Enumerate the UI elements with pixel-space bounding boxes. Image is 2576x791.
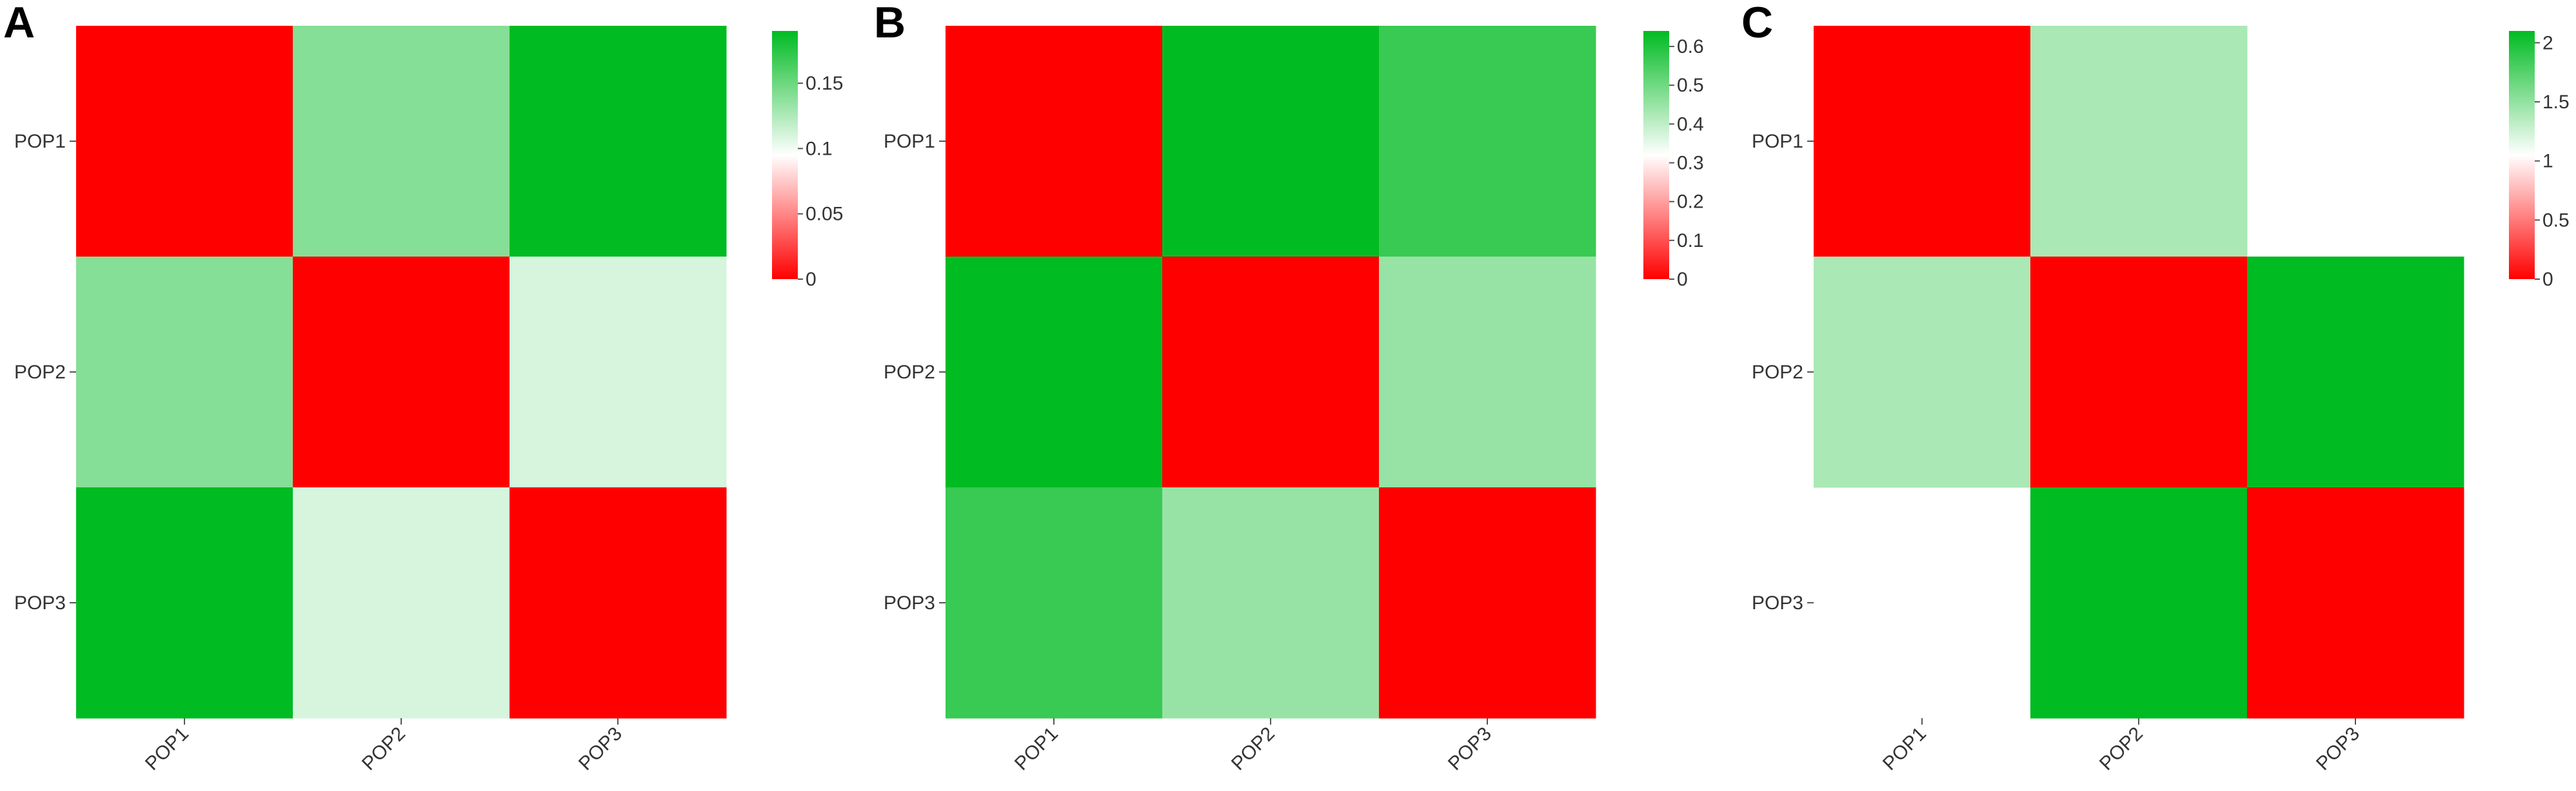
colorbar-tick-label: 0.1 bbox=[806, 138, 833, 159]
column-label: POP2 bbox=[1227, 723, 1279, 775]
heatmap-cell bbox=[293, 257, 510, 488]
heatmap-cell bbox=[1814, 257, 2031, 488]
row-label: POP3 bbox=[884, 592, 935, 614]
colorbar-tick-label: 0 bbox=[2542, 269, 2553, 290]
colorbar bbox=[772, 31, 798, 279]
heatmap-cell bbox=[76, 26, 293, 257]
heatmap-cell bbox=[1162, 26, 1380, 257]
heatmap-cell bbox=[293, 487, 510, 719]
colorbar-tick-label: 0.4 bbox=[1677, 113, 1704, 135]
column-label: POP3 bbox=[575, 723, 626, 775]
column-label: POP3 bbox=[2312, 723, 2364, 775]
row-label: POP3 bbox=[1752, 592, 1803, 614]
heatmap-panel-a: A POP1 POP2 POP3 POP1 POP2 POP3 0 0.05 0.1 0.15 bbox=[3, 0, 843, 775]
heatmap-cell bbox=[510, 26, 727, 257]
row-label: POP1 bbox=[884, 131, 935, 152]
colorbar-tick-label: 0.1 bbox=[1677, 230, 1704, 251]
heatmap-cell bbox=[946, 487, 1163, 719]
colorbar bbox=[1643, 31, 1669, 279]
panel-label: C bbox=[1741, 0, 1773, 47]
panel-label: B bbox=[874, 0, 906, 47]
colorbar-tick-label: 0 bbox=[1677, 269, 1688, 290]
colorbar-tick-label: 0.5 bbox=[2542, 210, 2570, 231]
heatmap-panel-c: C POP1 POP2 POP3 POP1 POP2 POP3 0 0.5 1 1.5 2 bbox=[1741, 0, 2570, 775]
colorbar-tick-label: 0.15 bbox=[806, 73, 843, 94]
colorbar-tick-label: 0 bbox=[806, 269, 817, 290]
row-label: POP1 bbox=[14, 131, 66, 152]
heatmap-cell bbox=[510, 257, 727, 488]
panel-label: A bbox=[3, 0, 35, 47]
heatmap-cell bbox=[1814, 26, 2031, 257]
heatmap-cell bbox=[2030, 26, 2248, 257]
heatmap-cell bbox=[1379, 257, 1596, 488]
column-label: POP1 bbox=[141, 723, 193, 775]
heatmap-panel-b: B POP1 POP2 POP3 POP1 POP2 POP3 0 0.1 0.2 0.3 0.4 0.… bbox=[874, 0, 1704, 775]
heatmap-cell bbox=[2247, 257, 2464, 488]
column-label: POP2 bbox=[358, 723, 410, 775]
heatmap-cell bbox=[510, 487, 727, 719]
row-label: POP3 bbox=[14, 592, 66, 614]
colorbar bbox=[2509, 31, 2535, 279]
colorbar-tick-label: 2 bbox=[2542, 32, 2553, 54]
heatmap-cell bbox=[293, 26, 510, 257]
heatmap-cell bbox=[2247, 487, 2464, 719]
colorbar-tick-label: 0.3 bbox=[1677, 153, 1704, 174]
heatmap-cell bbox=[1379, 26, 1596, 257]
colorbar-tick-label: 0.5 bbox=[1677, 75, 1704, 96]
heatmap-cell bbox=[1162, 257, 1380, 488]
row-label: POP2 bbox=[1752, 362, 1803, 383]
heatmap-cell bbox=[1162, 487, 1380, 719]
heatmap-cell bbox=[946, 257, 1163, 488]
column-label: POP1 bbox=[1879, 723, 1930, 775]
heatmap-cell bbox=[76, 487, 293, 719]
heatmap-cell bbox=[2030, 257, 2248, 488]
colorbar-tick-label: 0.6 bbox=[1677, 36, 1704, 57]
row-label: POP2 bbox=[14, 362, 66, 383]
row-label: POP2 bbox=[884, 362, 935, 383]
column-label: POP1 bbox=[1011, 723, 1062, 775]
colorbar-tick-label: 0.2 bbox=[1677, 191, 1704, 213]
column-label: POP2 bbox=[2095, 723, 2147, 775]
colorbar-tick-label: 0.05 bbox=[806, 204, 843, 225]
heatmap-cell bbox=[1379, 487, 1596, 719]
colorbar-tick-label: 1 bbox=[2542, 151, 2553, 172]
column-label: POP3 bbox=[1444, 723, 1496, 775]
heatmap-cell bbox=[946, 26, 1163, 257]
colorbar-tick-label: 1.5 bbox=[2542, 92, 2570, 113]
heatmap-cell bbox=[76, 257, 293, 488]
row-label: POP1 bbox=[1752, 131, 1803, 152]
heatmap-cell bbox=[2030, 487, 2248, 719]
